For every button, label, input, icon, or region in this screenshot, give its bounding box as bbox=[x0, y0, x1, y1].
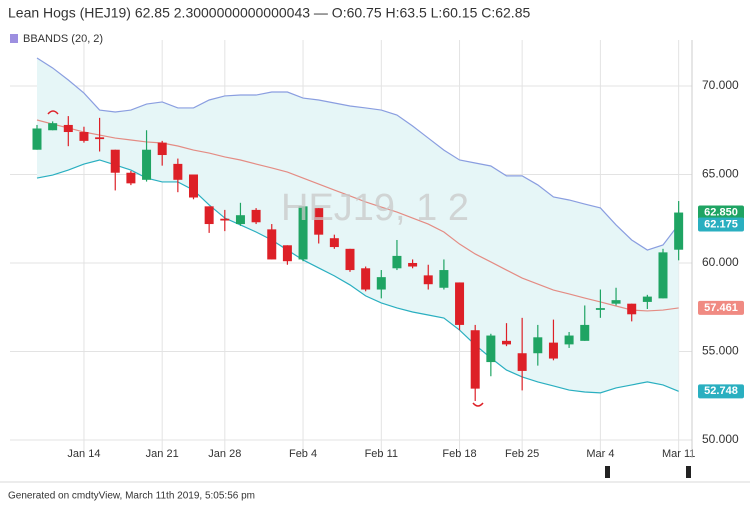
candle-body bbox=[611, 300, 621, 304]
last-value-label: 62.175 bbox=[704, 218, 738, 230]
candle-body bbox=[282, 245, 292, 262]
candle-body bbox=[674, 212, 684, 250]
candle-body bbox=[157, 142, 167, 156]
candle-body bbox=[408, 262, 418, 267]
candle-body bbox=[267, 229, 277, 260]
axis-markers bbox=[605, 466, 691, 478]
last-value-label: 57.461 bbox=[704, 302, 738, 314]
candle-body bbox=[220, 218, 230, 221]
candle-body bbox=[204, 206, 214, 225]
candle-body bbox=[345, 248, 355, 271]
watermark: HEJ19, 1 2 bbox=[281, 187, 469, 229]
candle-body bbox=[95, 137, 105, 140]
marker-icon bbox=[686, 466, 691, 478]
low-marker bbox=[472, 402, 484, 407]
x-tick-label: Jan 14 bbox=[67, 448, 100, 460]
candle-body bbox=[298, 206, 308, 260]
candle-body bbox=[595, 308, 605, 310]
candle-body bbox=[455, 282, 465, 325]
last-value-box bbox=[698, 205, 744, 220]
candle-body bbox=[126, 172, 136, 184]
y-tick-label: 65.000 bbox=[702, 167, 739, 181]
candle-body bbox=[329, 238, 339, 248]
candle-body bbox=[533, 337, 543, 354]
x-tick-label: Feb 11 bbox=[365, 448, 398, 460]
candle-body bbox=[189, 174, 198, 198]
candle-body bbox=[32, 128, 42, 150]
x-tick-label: Feb 25 bbox=[505, 448, 539, 460]
candle-body bbox=[79, 132, 89, 141]
x-tick-label: Mar 4 bbox=[586, 448, 614, 460]
last-value-label: 62.850 bbox=[704, 206, 738, 218]
y-tick-label: 60.000 bbox=[702, 255, 739, 269]
candle-body bbox=[627, 303, 637, 315]
x-tick-label: Feb 18 bbox=[442, 448, 476, 460]
candle-body bbox=[110, 149, 120, 173]
candle-body bbox=[564, 335, 574, 345]
y-tick-label: 55.000 bbox=[702, 344, 739, 358]
x-tick-label: Jan 21 bbox=[146, 448, 179, 460]
candle-body bbox=[142, 149, 152, 180]
candle-body bbox=[361, 268, 371, 290]
y-tick-label: 50.000 bbox=[702, 432, 739, 446]
legend-swatch bbox=[10, 34, 18, 43]
candle-body bbox=[376, 277, 386, 290]
footer: Generated on cmdtyView, March 11th 2019,… bbox=[8, 491, 255, 502]
candle-body bbox=[658, 252, 668, 299]
last-value-box bbox=[698, 384, 744, 399]
middle-band-line bbox=[36, 119, 679, 312]
legend-label: BBANDS (20, 2) bbox=[23, 33, 103, 45]
marker-icon bbox=[605, 466, 610, 478]
header: Lean Hogs (HEJ19) 62.85 2.30000000000000… bbox=[8, 5, 530, 21]
candle-body bbox=[48, 123, 58, 131]
candle-body bbox=[502, 340, 511, 345]
high-marker bbox=[47, 110, 59, 115]
candle-body bbox=[486, 335, 496, 363]
x-tick-label: Feb 4 bbox=[289, 448, 317, 460]
band-fill bbox=[37, 58, 679, 393]
upper-band-line bbox=[36, 57, 680, 251]
candle-body bbox=[173, 163, 183, 180]
candle-body bbox=[423, 275, 433, 285]
candle-body bbox=[251, 209, 261, 223]
candle-body bbox=[63, 124, 73, 133]
candle-body bbox=[439, 270, 449, 288]
candle-body bbox=[470, 330, 480, 389]
candle-body bbox=[517, 353, 527, 371]
candle-body bbox=[642, 296, 652, 302]
x-tick-label: Mar 11 bbox=[662, 448, 695, 460]
last-value-label: 52.748 bbox=[704, 385, 738, 397]
x-tick-label: Jan 28 bbox=[208, 448, 241, 460]
candle-body bbox=[580, 324, 590, 341]
last-value-box bbox=[698, 300, 744, 315]
candle-body bbox=[314, 208, 324, 235]
candle-body bbox=[235, 215, 245, 225]
candle-body bbox=[548, 342, 558, 359]
candle-body bbox=[392, 255, 402, 269]
last-value-box bbox=[698, 217, 744, 232]
y-tick-label: 70.000 bbox=[702, 78, 739, 92]
